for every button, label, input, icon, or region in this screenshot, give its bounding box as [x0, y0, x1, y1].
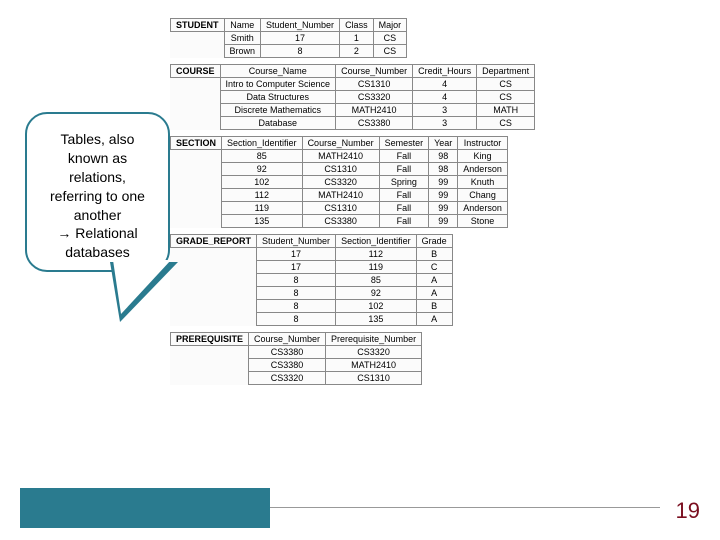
col-header: Year: [429, 137, 458, 150]
table-row: 119CS1310Fall99Anderson: [171, 202, 508, 215]
col-header: Student_Number: [261, 19, 340, 32]
table-row: 85MATH2410Fall98King: [171, 150, 508, 163]
table-row: 102CS3320Spring99Knuth: [171, 176, 508, 189]
table-name: COURSE: [171, 65, 221, 78]
table-row: DatabaseCS33803CS: [171, 117, 535, 130]
table-row: Data StructuresCS33204CS: [171, 91, 535, 104]
col-header: Grade: [416, 235, 452, 248]
col-header: Course_Number: [302, 137, 379, 150]
table-name: GRADE_REPORT: [171, 235, 257, 248]
table-row: Discrete MathematicsMATH24103MATH: [171, 104, 535, 117]
col-header: Class: [340, 19, 374, 32]
callout-text: Tables, also: [35, 130, 160, 149]
callout-text: → Relational: [35, 224, 160, 243]
table-row: 135CS3380Fall99Stone: [171, 215, 508, 228]
table-row: CS3320CS1310: [171, 372, 422, 385]
table-name: SECTION: [171, 137, 222, 150]
footer-accent-bar: [20, 488, 270, 528]
speech-callout: Tables, also known as relations, referri…: [25, 112, 170, 272]
callout-text: another: [35, 206, 160, 225]
col-header: Prerequisite_Number: [326, 333, 422, 346]
table-row: 112MATH2410Fall99Chang: [171, 189, 508, 202]
col-header: Student_Number: [257, 235, 336, 248]
col-header: Section_Identifier: [336, 235, 417, 248]
col-header: Instructor: [458, 137, 508, 150]
callout-text: known as: [35, 149, 160, 168]
col-header: Course_Number: [336, 65, 413, 78]
col-header: Section_Identifier: [222, 137, 303, 150]
table-row: Brown 8 2 CS: [171, 45, 407, 58]
callout-text: referring to one: [35, 187, 160, 206]
course-table: COURSE Course_Name Course_Number Credit_…: [170, 64, 535, 130]
table-row: 17112B: [171, 248, 453, 261]
table-name: PREREQUISITE: [171, 333, 249, 346]
table-row: 17119C: [171, 261, 453, 274]
table-row: Intro to Computer ScienceCS13104CS: [171, 78, 535, 91]
col-header: Name: [224, 19, 261, 32]
table-row: Smith 17 1 CS: [171, 32, 407, 45]
student-table: STUDENT Name Student_Number Class Major …: [170, 18, 407, 58]
footer-divider: [270, 507, 660, 508]
col-header: Department: [477, 65, 535, 78]
table-name: STUDENT: [171, 19, 225, 32]
table-row: 8135A: [171, 313, 453, 326]
col-header: Course_Number: [249, 333, 326, 346]
table-row: 892A: [171, 287, 453, 300]
col-header: Major: [373, 19, 407, 32]
section-table: SECTION Section_Identifier Course_Number…: [170, 136, 508, 228]
schema-tables: STUDENT Name Student_Number Class Major …: [170, 18, 590, 391]
grade-report-table: GRADE_REPORT Student_Number Section_Iden…: [170, 234, 453, 326]
table-row: CS3380MATH2410: [171, 359, 422, 372]
table-row: 8102B: [171, 300, 453, 313]
col-header: Semester: [379, 137, 429, 150]
prerequisite-table: PREREQUISITE Course_Number Prerequisite_…: [170, 332, 422, 385]
table-row: 92CS1310Fall98Anderson: [171, 163, 508, 176]
col-header: Course_Name: [220, 65, 336, 78]
table-row: CS3380CS3320: [171, 346, 422, 359]
callout-text: relations,: [35, 168, 160, 187]
page-number: 19: [676, 498, 700, 524]
col-header: Credit_Hours: [413, 65, 477, 78]
table-row: 885A: [171, 274, 453, 287]
